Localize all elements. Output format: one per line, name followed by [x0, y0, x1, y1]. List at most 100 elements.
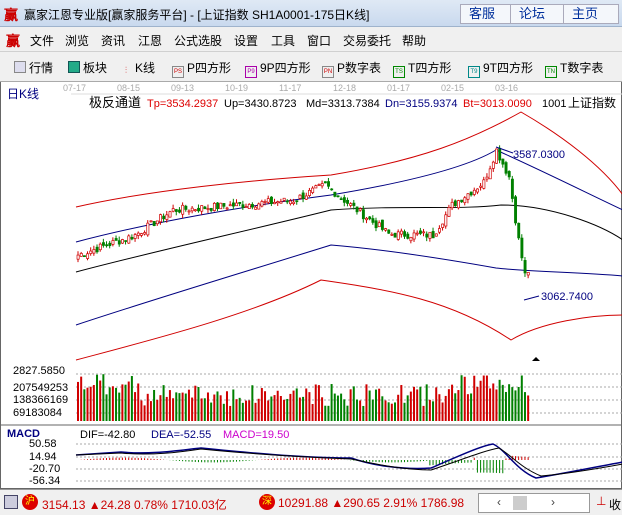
candle	[143, 232, 147, 235]
volume-bar	[267, 400, 270, 421]
macd-dif: DIF=-42.80	[80, 429, 135, 441]
candle	[171, 208, 175, 212]
volume-bar	[80, 376, 83, 421]
channel-line	[75, 149, 622, 243]
volume-bar	[286, 398, 289, 421]
volume-bar	[206, 392, 209, 421]
candle	[361, 209, 365, 220]
antenna-icon: ⊥	[596, 494, 607, 508]
volume-tick: 69183084	[13, 407, 62, 419]
candle	[140, 233, 143, 236]
menu-tools[interactable]: 工具	[271, 34, 296, 48]
candle	[352, 202, 356, 206]
candle	[292, 201, 296, 204]
menu-browse[interactable]: 浏览	[65, 34, 90, 48]
candle	[231, 202, 235, 207]
calendar-icon[interactable]	[4, 495, 18, 509]
candle	[476, 188, 479, 193]
volume-bar	[213, 394, 216, 421]
sz-index-quote[interactable]: 10291.88 ▲290.65 2.91% 1786.98	[278, 496, 465, 510]
volume-bar	[409, 391, 412, 421]
scroll-thumb[interactable]	[513, 496, 527, 510]
indicator-bt: Bt=3013.0090	[463, 98, 532, 110]
macd-value: MACD=19.50	[223, 429, 289, 441]
candle	[466, 193, 470, 200]
menu-settings[interactable]: 设置	[234, 34, 259, 48]
volume-bar	[248, 400, 251, 421]
channel-line	[75, 111, 622, 208]
candle	[295, 200, 299, 203]
homepage-button[interactable]: 主页	[563, 4, 619, 24]
blocks-icon	[68, 61, 80, 73]
volume-tick: 207549253	[13, 382, 68, 394]
toolbar-9t-square[interactable]: T9 9T四方形	[468, 59, 533, 78]
volume-bar	[146, 393, 149, 421]
date-tick: 07-17	[63, 83, 86, 93]
candle	[298, 194, 302, 199]
menu-window[interactable]: 窗口	[307, 34, 332, 48]
dea-line	[75, 447, 622, 477]
toolbar-quotes[interactable]: 行情	[14, 59, 53, 76]
table-icon	[14, 61, 26, 73]
forum-button[interactable]: 论坛	[510, 4, 566, 24]
menu-help[interactable]: 帮助	[402, 34, 427, 48]
chart-panel[interactable]: 日K线 07-17 08-15 09-13 10-19 11-17 12-18 01-17 0…	[0, 82, 622, 489]
horizontal-scrollbar[interactable]: ‹ ›	[478, 493, 590, 513]
candle	[193, 209, 197, 212]
candle	[235, 202, 239, 207]
candle	[203, 206, 207, 210]
window-title: 赢家江恩专业版[赢家服务平台] - [上证指数 SH1A0001-175日K线]	[24, 8, 370, 22]
candle	[200, 205, 204, 212]
indicator-tp: Tp=3534.2937	[147, 98, 218, 110]
menu-news[interactable]: 资讯	[101, 34, 126, 48]
volume-bar	[501, 384, 504, 421]
scroll-right-icon[interactable]: ›	[551, 495, 555, 509]
sh-index-quote[interactable]: 3154.13 ▲24.28 0.78% 1710.03亿	[42, 498, 227, 512]
menu-gann[interactable]: 江恩	[138, 34, 163, 48]
price-axis-bottom: 2827.5850	[13, 365, 65, 377]
macd-dea: DEA=-52.55	[151, 429, 211, 441]
candle	[428, 231, 432, 239]
volume-bar	[479, 380, 482, 421]
volume-bar	[394, 402, 396, 421]
volume-bar	[191, 397, 194, 421]
candle	[102, 242, 105, 246]
volume-bar	[438, 394, 441, 421]
toolbar-kline[interactable]: ⫶ K线	[120, 59, 155, 77]
volume-bar	[451, 384, 454, 421]
symbol-name: 上证指数	[568, 95, 616, 110]
candle	[457, 200, 460, 209]
toolbar-t-square[interactable]: TS T四方形	[393, 59, 451, 78]
toolbar-p-square[interactable]: PS P四方形	[172, 59, 231, 78]
kline-chart[interactable]: 日K线 07-17 08-15 09-13 10-19 11-17 12-18 01-17 0…	[1, 82, 622, 489]
menu-formula[interactable]: 公式选股	[174, 34, 223, 48]
candle	[438, 228, 441, 233]
customer-service-button[interactable]: 客服	[460, 4, 516, 24]
date-tick: 09-13	[171, 83, 194, 93]
candle	[79, 253, 83, 257]
volume-bar	[473, 375, 476, 421]
volume-bar	[168, 390, 171, 421]
candle	[273, 201, 277, 205]
volume-bar	[476, 386, 479, 421]
candle	[501, 158, 505, 165]
candle	[387, 229, 391, 234]
candle	[149, 220, 153, 223]
volume-bar	[390, 403, 393, 421]
toolbar-9p-square[interactable]: P9 9P四方形	[245, 59, 311, 78]
candle	[520, 237, 524, 259]
candle	[504, 162, 508, 174]
candle	[304, 195, 308, 200]
ts-icon: TS	[393, 66, 405, 78]
volume-bar	[153, 389, 156, 421]
menu-trade[interactable]: 交易委托	[343, 34, 392, 48]
toolbar-sectors[interactable]: 板块	[68, 59, 107, 76]
scroll-left-icon[interactable]: ‹	[497, 495, 501, 509]
t9-icon: T9	[468, 66, 480, 78]
toolbar-t-table[interactable]: TN T数字表	[545, 59, 603, 78]
toolbar-p-table[interactable]: PN P数字表	[322, 59, 381, 78]
candlestick-icon: ⫶	[124, 65, 128, 75]
candle	[174, 209, 178, 212]
menu-file[interactable]: 文件	[30, 34, 55, 48]
candle	[159, 214, 162, 223]
